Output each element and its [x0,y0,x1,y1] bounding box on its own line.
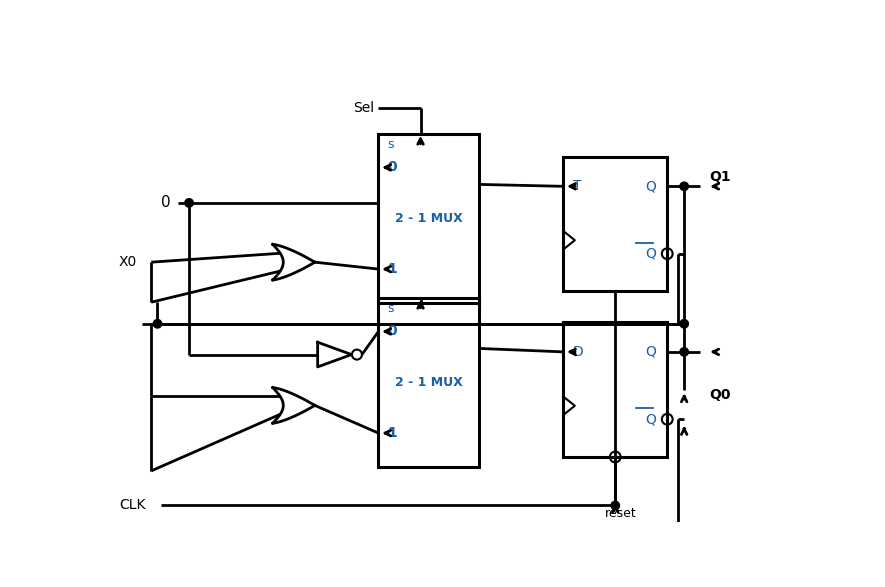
Text: Q: Q [646,412,657,426]
Text: Q: Q [646,179,657,193]
Text: 1: 1 [388,262,397,276]
Text: 0: 0 [160,195,170,210]
Circle shape [680,348,689,356]
Text: 0: 0 [388,325,397,339]
Circle shape [680,319,689,328]
Text: 2 - 1 MUX: 2 - 1 MUX [395,212,463,225]
Text: D: D [573,345,583,359]
Circle shape [153,319,162,328]
Bar [379,298,479,467]
Bar [563,322,667,457]
Text: X0: X0 [119,255,137,269]
Text: T: T [573,179,581,193]
Text: Q0: Q0 [710,389,731,402]
Text: reset: reset [605,507,637,519]
Text: 1: 1 [388,426,397,440]
Text: s: s [388,138,394,151]
Text: Sel: Sel [353,101,374,115]
Bar [379,134,479,303]
Bar [563,157,667,291]
Text: Q1: Q1 [710,170,731,184]
Text: 2 - 1 MUX: 2 - 1 MUX [395,376,463,389]
Text: Q: Q [646,247,657,261]
Circle shape [185,198,193,207]
Circle shape [611,501,620,510]
Text: Q: Q [646,345,657,359]
Text: CLK: CLK [119,498,145,512]
Circle shape [680,182,689,191]
Text: 0: 0 [388,160,397,174]
Text: s: s [388,302,394,315]
